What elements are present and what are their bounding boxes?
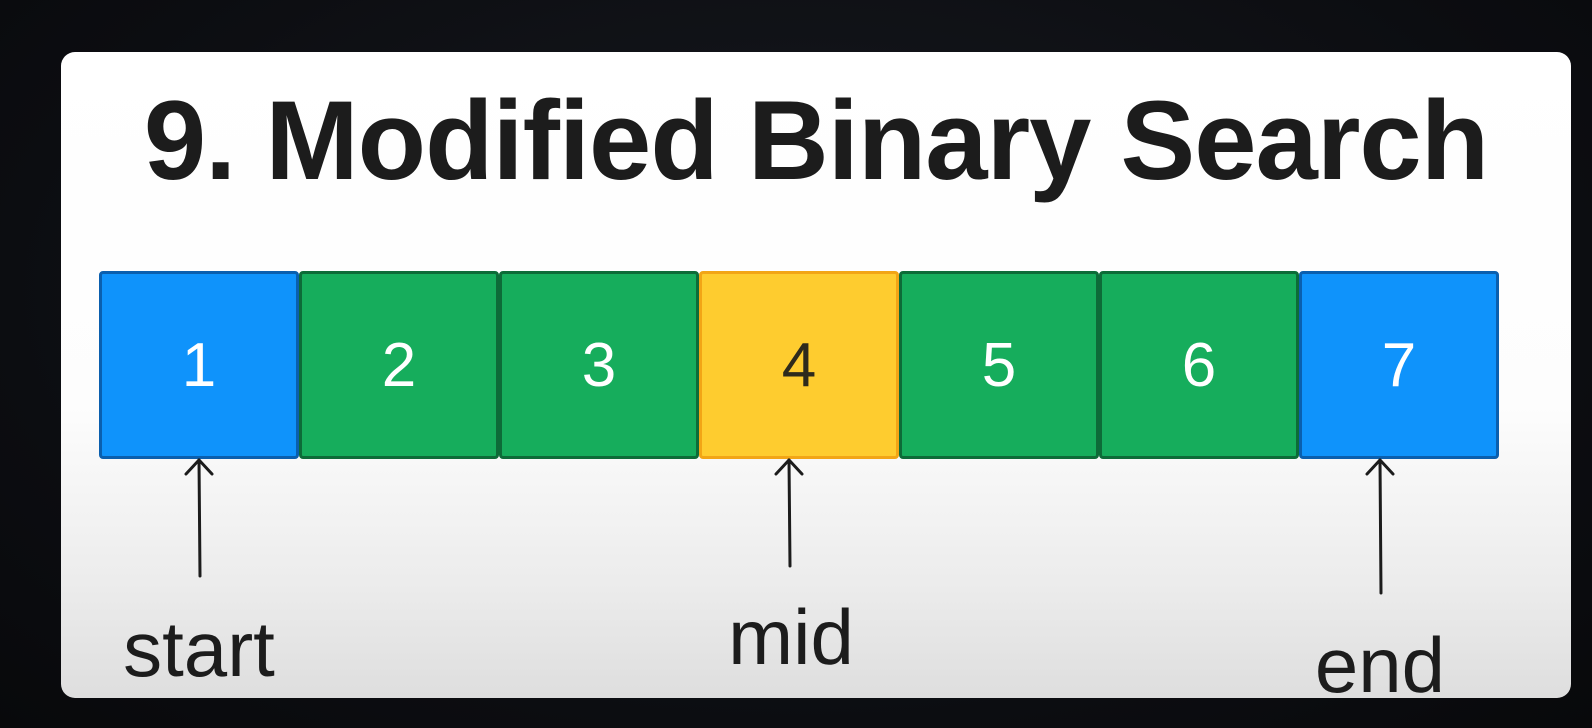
cell-value: 6	[1181, 330, 1217, 400]
cell-value: 2	[381, 330, 417, 400]
array-cell-4: 4	[699, 271, 899, 459]
array-cell-7: 7	[1299, 271, 1499, 459]
cell-value: 5	[981, 330, 1017, 400]
array-cells: 1 2 3 4 5 6 7	[99, 271, 1499, 459]
array-cell-2: 2	[299, 271, 499, 459]
array-cell-5: 5	[899, 271, 1099, 459]
array-cell-6: 6	[1099, 271, 1299, 459]
array-cell-1: 1	[99, 271, 299, 459]
slide-card: 9. Modified Binary Search 1 2 3 4 5 6 7 …	[61, 52, 1571, 698]
start-arrow-icon	[169, 456, 229, 586]
end-arrow-icon	[1350, 456, 1410, 596]
slide-title: 9. Modified Binary Search	[143, 78, 1489, 203]
end-label: end	[1314, 621, 1446, 698]
cell-value: 7	[1381, 330, 1417, 400]
mid-label: mid	[728, 593, 854, 681]
cell-value: 3	[581, 330, 617, 400]
cell-value: 1	[181, 330, 217, 400]
cell-value: 4	[781, 330, 817, 400]
start-label: start	[123, 605, 275, 693]
mid-arrow-icon	[759, 456, 819, 586]
array-cell-3: 3	[499, 271, 699, 459]
